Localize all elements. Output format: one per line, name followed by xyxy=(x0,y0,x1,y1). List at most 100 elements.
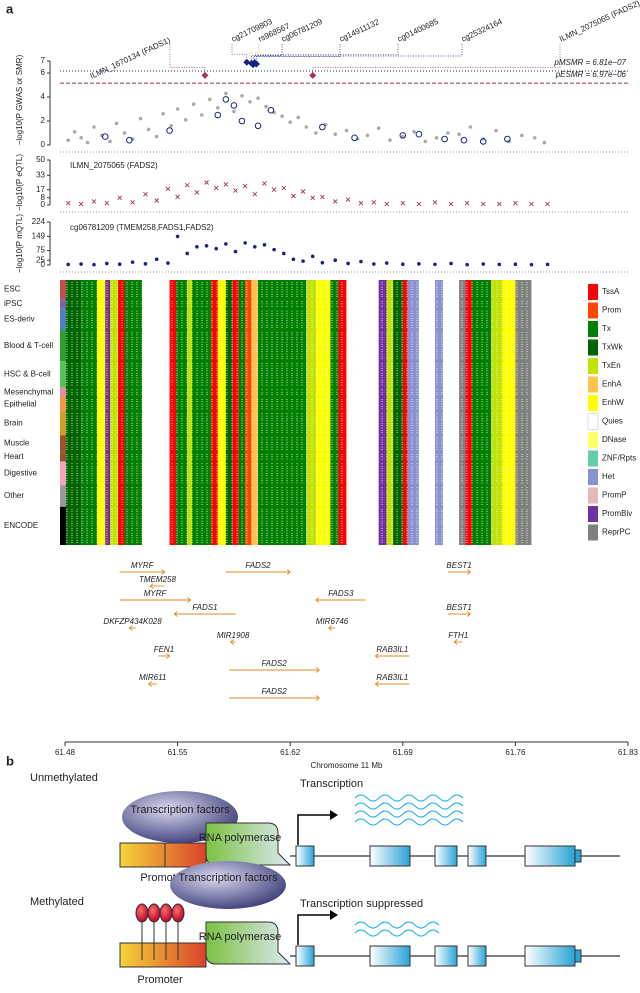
point xyxy=(207,97,212,102)
point xyxy=(224,242,228,246)
point xyxy=(79,136,83,140)
chromatin-band xyxy=(346,280,379,545)
pol-label: RNA polymerase xyxy=(199,832,282,844)
probe-link xyxy=(252,44,341,65)
point xyxy=(441,135,448,143)
y-tick-label: 2 xyxy=(41,116,46,125)
point xyxy=(320,260,325,265)
point xyxy=(222,96,230,103)
point xyxy=(214,111,222,119)
point xyxy=(376,126,381,130)
point xyxy=(464,200,470,206)
group-label: Brain xyxy=(4,418,23,427)
point xyxy=(480,201,486,207)
point xyxy=(262,181,267,186)
y-tick-label: 75 xyxy=(36,246,45,255)
tss-arrow xyxy=(330,910,338,920)
point xyxy=(242,183,248,189)
point xyxy=(449,261,453,266)
legend-swatch xyxy=(588,358,598,374)
point xyxy=(78,201,84,207)
point xyxy=(401,134,405,139)
gene-label: MIR6746 xyxy=(316,617,349,626)
x-tick-label: 61.83 xyxy=(618,748,639,757)
y-tick-label: 50 xyxy=(36,155,45,164)
point xyxy=(309,71,317,79)
point xyxy=(108,139,112,144)
chromatin-band xyxy=(531,280,561,545)
point xyxy=(365,133,370,138)
point xyxy=(384,201,390,207)
y-tick-label: 6 xyxy=(41,68,46,77)
point xyxy=(194,190,200,195)
point xyxy=(216,106,220,110)
point xyxy=(529,262,534,267)
pol-shape xyxy=(205,921,292,965)
pol-label: RNA polymerase xyxy=(199,931,282,943)
point xyxy=(399,132,407,139)
group-strip xyxy=(60,485,66,507)
exons xyxy=(295,845,582,867)
point xyxy=(92,125,96,129)
gene-label: FTH1 xyxy=(448,631,468,640)
point xyxy=(183,118,188,122)
group-label: ENCODE xyxy=(4,521,38,530)
point xyxy=(448,201,454,207)
point xyxy=(126,136,133,144)
probe-link xyxy=(169,44,206,76)
point xyxy=(320,194,325,200)
point xyxy=(314,131,318,135)
point xyxy=(92,262,96,267)
point xyxy=(175,234,180,239)
gene-label: RAB3IL1 xyxy=(376,645,408,654)
group-strip xyxy=(60,361,66,388)
gene-arrowhead xyxy=(173,611,178,617)
point xyxy=(481,262,486,266)
group-strip xyxy=(60,411,66,436)
state-label: Unmethylated xyxy=(30,772,98,784)
transcripts xyxy=(354,794,464,826)
legend-label: Prom xyxy=(602,306,621,315)
point xyxy=(233,249,238,254)
gene-label: BEST1 xyxy=(446,603,471,612)
point xyxy=(291,257,296,262)
point xyxy=(310,254,315,259)
point xyxy=(301,259,305,263)
probe-label: cg01400685 xyxy=(396,17,440,44)
panel-label: a xyxy=(6,1,14,16)
point xyxy=(66,138,71,142)
point xyxy=(91,199,97,204)
transcripts xyxy=(354,921,440,937)
point xyxy=(166,127,173,134)
y-axis-label: −log10(P GWAS or SMR) xyxy=(15,54,24,145)
point xyxy=(358,200,364,206)
point xyxy=(465,262,469,267)
point xyxy=(388,138,392,142)
group-label: Digestive xyxy=(4,468,37,477)
threshold-label: pMSMR = 6.81e−07 xyxy=(553,58,626,67)
group-label: Blood & T-cell xyxy=(4,341,53,350)
point xyxy=(496,201,502,207)
x-tick-label: 61.76 xyxy=(505,748,526,757)
chromatin-band xyxy=(124,280,143,545)
point xyxy=(248,100,252,104)
point xyxy=(457,132,461,136)
chromatin-band xyxy=(491,280,503,545)
point xyxy=(271,187,277,193)
chromatin-band xyxy=(81,280,98,545)
methyl-groups xyxy=(135,903,185,960)
legend-label: TxEn xyxy=(602,361,621,370)
chromatin-band xyxy=(217,280,226,545)
point xyxy=(494,128,498,133)
group-strip xyxy=(60,280,66,300)
gene-arrowhead xyxy=(374,653,379,659)
point xyxy=(213,185,219,191)
point xyxy=(432,199,438,205)
y-tick-label: 0 xyxy=(41,260,46,269)
gene-label: FADS2 xyxy=(262,687,288,696)
point xyxy=(191,102,196,106)
legend-swatch xyxy=(588,302,598,319)
point xyxy=(412,130,416,134)
point xyxy=(233,188,238,193)
